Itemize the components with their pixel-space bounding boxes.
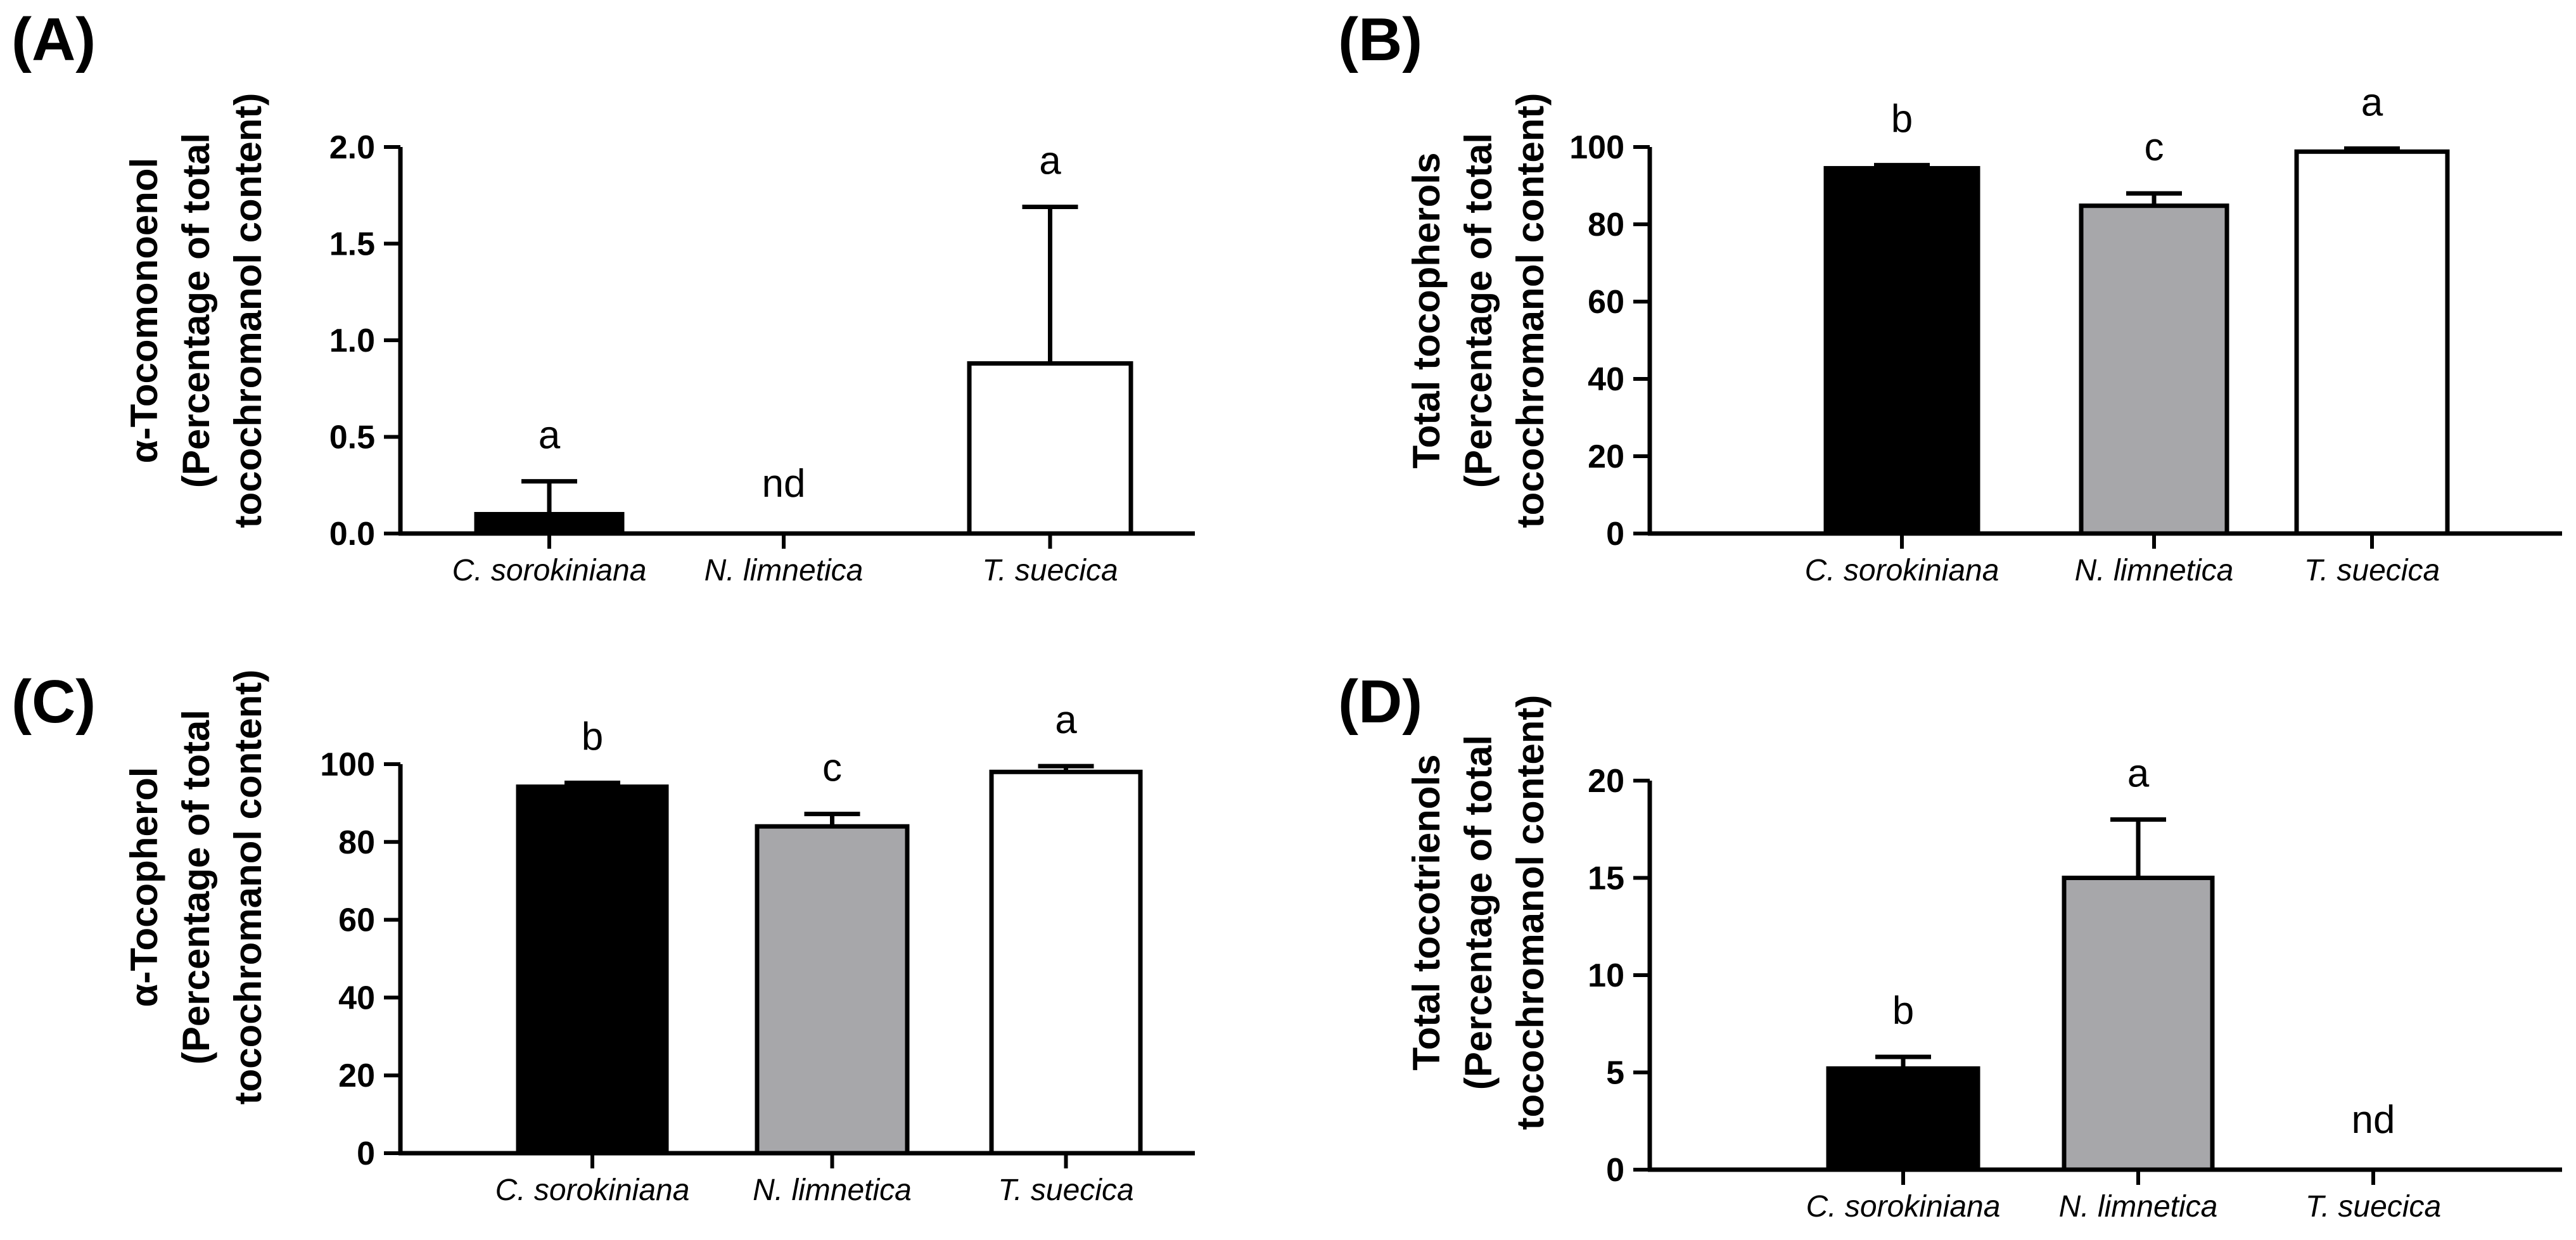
significance-label: nd (2352, 1098, 2395, 1142)
bar (516, 784, 669, 1156)
significance-label: a (2361, 80, 2383, 124)
y-tick-label: 10 (1588, 957, 1624, 994)
x-tick-label: T. suecica (2304, 554, 2440, 587)
panel-letter: (B) (1338, 6, 1422, 74)
x-tick-label: T. suecica (2305, 1190, 2441, 1224)
significance-label: nd (762, 462, 806, 506)
y-tick-label: 60 (338, 902, 375, 939)
y-tick-label: 20 (1588, 763, 1624, 800)
x-tick-label: C. sorokiniana (495, 1173, 690, 1207)
panel-letter: (C) (11, 668, 96, 736)
y-axis-label-line: (Percentage of total (175, 710, 217, 1064)
x-tick-label: C. sorokiniana (1806, 1190, 2001, 1224)
bar (2079, 203, 2229, 536)
x-tick-label: N. limnetica (2075, 554, 2234, 587)
y-axis-label-line: (Percentage of total (1457, 735, 1500, 1090)
x-tick-label: C. sorokiniana (1805, 554, 1999, 587)
significance-label: a (1055, 698, 1077, 742)
y-tick-label: 100 (320, 746, 375, 783)
y-tick-label: 80 (338, 824, 375, 861)
y-axis-label-line: Total tocopherols (1405, 153, 1448, 469)
y-tick-label: 60 (1588, 284, 1624, 321)
y-axis-label-line: Total tocotrienols (1405, 755, 1448, 1071)
y-tick-label: 0 (357, 1135, 375, 1172)
x-tick-label: N. limnetica (705, 554, 864, 587)
y-tick-label: 1.0 (329, 323, 375, 359)
significance-label: c (822, 746, 842, 790)
chart-panel-3: (C) α-Tocopherol (Percentage of total tococ… (11, 668, 1195, 1207)
bar (1826, 1066, 1980, 1172)
bar (1823, 166, 1980, 536)
y-axis-label-line: α-Tocomonoenol (123, 158, 165, 463)
y-tick-label: 20 (1588, 438, 1624, 475)
y-axis-label-line: tocochromanol content) (1509, 695, 1552, 1130)
y-tick-label: 40 (1588, 361, 1624, 398)
x-tick-label: N. limnetica (753, 1173, 912, 1207)
y-tick-label: 2.0 (329, 129, 375, 166)
y-tick-label: 20 (338, 1058, 375, 1094)
y-tick-label: 0.5 (329, 419, 375, 456)
x-tick-label: T. suecica (998, 1173, 1133, 1207)
chart-panel-2: (B) Total tocopherols (Percentage of total… (1338, 6, 2562, 587)
x-tick-label: N. limnetica (2059, 1190, 2218, 1224)
y-axis-label-line: (Percentage of total (175, 133, 217, 488)
y-tick-label: 1.5 (329, 226, 375, 263)
bar (989, 769, 1143, 1156)
x-tick-label: T. suecica (982, 554, 1118, 587)
bar (755, 824, 910, 1156)
y-tick-label: 0.0 (329, 516, 375, 553)
significance-label: c (2145, 125, 2164, 169)
y-axis-label-line: α-Tocopherol (123, 767, 165, 1007)
y-tick-label: 15 (1588, 860, 1624, 897)
chart-panel-1: (A) α-Tocomonoenol (Percentage of total toc… (11, 6, 1195, 587)
significance-label: a (2127, 751, 2150, 795)
y-tick-label: 40 (338, 980, 375, 1016)
y-tick-label: 0 (1606, 1152, 1624, 1189)
bar (2062, 876, 2215, 1172)
y-tick-label: 100 (1569, 129, 1624, 166)
y-tick-label: 5 (1606, 1055, 1624, 1092)
bar (2294, 149, 2450, 536)
bar (474, 512, 625, 536)
significance-label: a (539, 414, 561, 457)
y-axis-label-line: tocochromanol content) (1509, 93, 1552, 528)
x-tick-label: C. sorokiniana (452, 554, 647, 587)
chart-panel-4: (D) Total tocotrienols (Percentage of tota… (1338, 668, 2562, 1224)
y-axis-label-line: tocochromanol content) (227, 670, 269, 1105)
y-tick-label: 80 (1588, 207, 1624, 243)
significance-label: b (1891, 98, 1913, 141)
significance-label: b (582, 715, 603, 758)
y-axis-label-line: (Percentage of total (1457, 133, 1500, 488)
y-axis-label-line: tocochromanol content) (227, 93, 269, 528)
panel-letter: (A) (11, 6, 96, 74)
panel-letter: (D) (1338, 668, 1422, 736)
bar (967, 361, 1133, 536)
y-tick-label: 0 (1606, 516, 1624, 553)
significance-label: b (1892, 989, 1914, 1033)
significance-label: a (1039, 139, 1061, 183)
